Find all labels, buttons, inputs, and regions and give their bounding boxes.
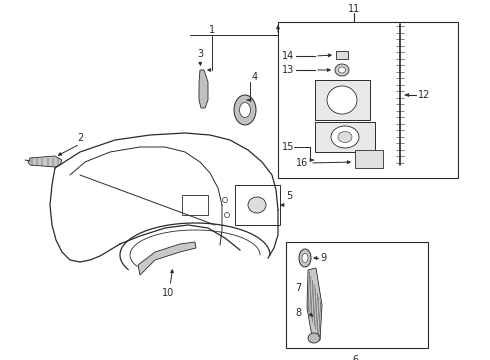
Text: 10: 10 xyxy=(162,288,174,298)
Ellipse shape xyxy=(222,198,227,202)
Text: 13: 13 xyxy=(282,65,294,75)
Bar xyxy=(355,150,383,168)
Ellipse shape xyxy=(335,64,349,76)
Bar xyxy=(336,51,348,59)
Text: 16: 16 xyxy=(296,158,308,168)
Text: 12: 12 xyxy=(418,90,430,100)
Ellipse shape xyxy=(224,212,229,217)
Text: 7: 7 xyxy=(295,283,301,293)
Polygon shape xyxy=(28,156,62,167)
Ellipse shape xyxy=(234,95,256,125)
Ellipse shape xyxy=(308,333,320,343)
Text: 8: 8 xyxy=(295,308,301,318)
Bar xyxy=(286,242,428,348)
Text: 9: 9 xyxy=(320,253,326,263)
Bar xyxy=(235,185,280,225)
Text: 11: 11 xyxy=(348,4,360,14)
Polygon shape xyxy=(138,242,196,275)
Bar xyxy=(315,122,375,152)
Polygon shape xyxy=(199,70,208,108)
Bar xyxy=(278,22,458,178)
Bar xyxy=(315,80,370,120)
Ellipse shape xyxy=(302,253,308,262)
Ellipse shape xyxy=(331,126,359,148)
Text: 1: 1 xyxy=(209,25,215,35)
Text: 5: 5 xyxy=(286,191,292,201)
Text: 6: 6 xyxy=(352,355,358,360)
Ellipse shape xyxy=(327,86,357,114)
Ellipse shape xyxy=(240,103,250,117)
Text: 14: 14 xyxy=(282,51,294,61)
Text: 15: 15 xyxy=(282,142,294,152)
Text: 4: 4 xyxy=(252,72,258,82)
Text: 3: 3 xyxy=(197,49,203,59)
Text: 2: 2 xyxy=(77,133,83,143)
Ellipse shape xyxy=(339,67,345,73)
Polygon shape xyxy=(307,268,322,342)
Ellipse shape xyxy=(338,131,352,143)
Bar xyxy=(182,195,208,215)
Ellipse shape xyxy=(299,249,311,267)
Ellipse shape xyxy=(248,197,266,213)
